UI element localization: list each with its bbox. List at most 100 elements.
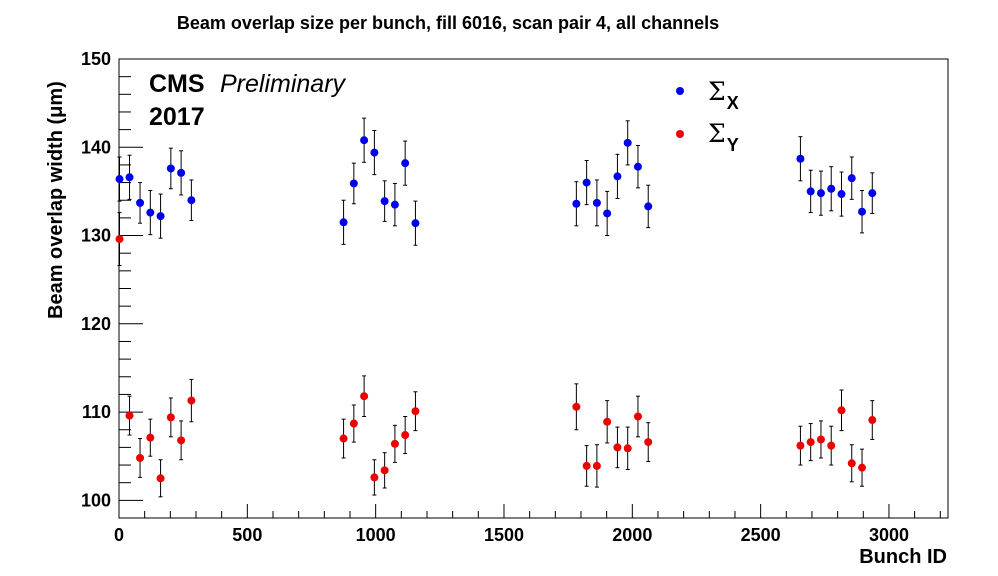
data-point <box>349 404 358 443</box>
data-marker <box>339 434 348 443</box>
data-marker <box>572 402 581 411</box>
data-point <box>187 378 196 423</box>
data-point <box>156 459 165 498</box>
data-point <box>592 444 601 488</box>
y-tick-label: 150 <box>81 49 111 69</box>
data-point <box>125 154 134 200</box>
legend: ΣX ΣY <box>676 77 739 155</box>
data-marker <box>349 179 358 188</box>
data-marker <box>187 396 196 405</box>
x-tick-label: 0 <box>114 525 124 545</box>
data-point <box>411 200 420 246</box>
data-marker <box>166 164 175 173</box>
legend-marker-sigma-x <box>676 87 684 95</box>
data-point <box>115 156 124 202</box>
data-point <box>370 459 379 496</box>
y-tick-label: 130 <box>81 226 111 246</box>
data-marker <box>796 154 805 163</box>
legend-marker-sigma-y <box>676 130 684 138</box>
data-marker <box>187 196 196 205</box>
data-point <box>360 375 369 417</box>
data-point <box>582 445 591 487</box>
data-marker <box>401 431 410 440</box>
data-marker <box>868 189 877 198</box>
data-marker <box>380 466 389 475</box>
data-point <box>796 136 805 182</box>
data-point <box>136 438 145 478</box>
data-marker <box>166 413 175 422</box>
data-marker <box>796 441 805 450</box>
data-point <box>847 156 856 200</box>
data-marker <box>390 439 399 448</box>
data-marker <box>115 235 124 244</box>
y-axis-label: Beam overlap width (μm) <box>45 81 67 319</box>
y-tick-label: 100 <box>81 490 111 510</box>
data-series <box>115 117 877 498</box>
data-marker <box>592 198 601 207</box>
data-marker <box>806 187 815 196</box>
data-marker <box>623 138 632 147</box>
data-marker <box>633 162 642 171</box>
data-point <box>868 400 877 440</box>
data-point <box>401 415 410 455</box>
x-tick-label: 3000 <box>869 525 909 545</box>
x-tick-label: 1500 <box>484 525 524 545</box>
x-axis-label: Bunch ID <box>859 546 947 568</box>
data-marker <box>816 189 825 198</box>
data-point <box>633 395 642 438</box>
data-point <box>796 425 805 466</box>
data-marker <box>613 172 622 181</box>
data-point <box>644 184 653 229</box>
data-point <box>380 452 389 489</box>
legend-label-sigma-y: ΣY <box>708 119 739 155</box>
data-point <box>816 420 825 459</box>
data-marker <box>644 202 653 211</box>
data-point <box>847 444 856 483</box>
data-marker <box>177 436 186 445</box>
data-marker <box>125 411 134 420</box>
data-marker <box>370 148 379 157</box>
data-marker <box>156 212 165 221</box>
data-marker <box>858 463 867 472</box>
data-marker <box>136 198 145 207</box>
data-point <box>339 418 348 459</box>
data-point <box>370 129 379 176</box>
data-point <box>603 400 612 444</box>
data-point <box>115 212 124 267</box>
data-point <box>156 193 165 239</box>
data-point <box>827 425 836 466</box>
data-marker <box>633 412 642 421</box>
data-point <box>582 160 591 206</box>
data-point <box>633 145 642 189</box>
data-marker <box>411 219 420 228</box>
data-point <box>613 426 622 469</box>
data-marker <box>370 473 379 482</box>
data-marker <box>349 419 358 428</box>
data-marker <box>390 200 399 209</box>
data-marker <box>613 443 622 452</box>
y-axis-ticks: 100 110 120 130 140 150 <box>81 49 143 519</box>
year-label: 2017 <box>149 103 205 131</box>
x-tick-label: 500 <box>232 525 262 545</box>
data-marker <box>125 173 134 182</box>
data-point <box>623 426 632 470</box>
data-marker <box>146 208 155 217</box>
x-tick-label: 2500 <box>741 525 781 545</box>
data-marker <box>177 168 186 177</box>
data-point <box>146 418 155 457</box>
data-point <box>390 424 399 463</box>
data-point <box>411 391 420 432</box>
data-marker <box>582 461 591 470</box>
data-point <box>868 172 877 214</box>
data-point <box>177 150 186 196</box>
data-marker <box>380 197 389 206</box>
data-point <box>837 389 846 432</box>
data-marker <box>868 416 877 425</box>
data-marker <box>847 174 856 183</box>
data-point <box>146 190 155 236</box>
chart-title: Beam overlap size per bunch, fill 6016, … <box>177 13 719 33</box>
data-point <box>572 383 581 431</box>
data-point <box>390 182 399 227</box>
data-marker <box>572 199 581 208</box>
data-marker <box>115 175 124 184</box>
